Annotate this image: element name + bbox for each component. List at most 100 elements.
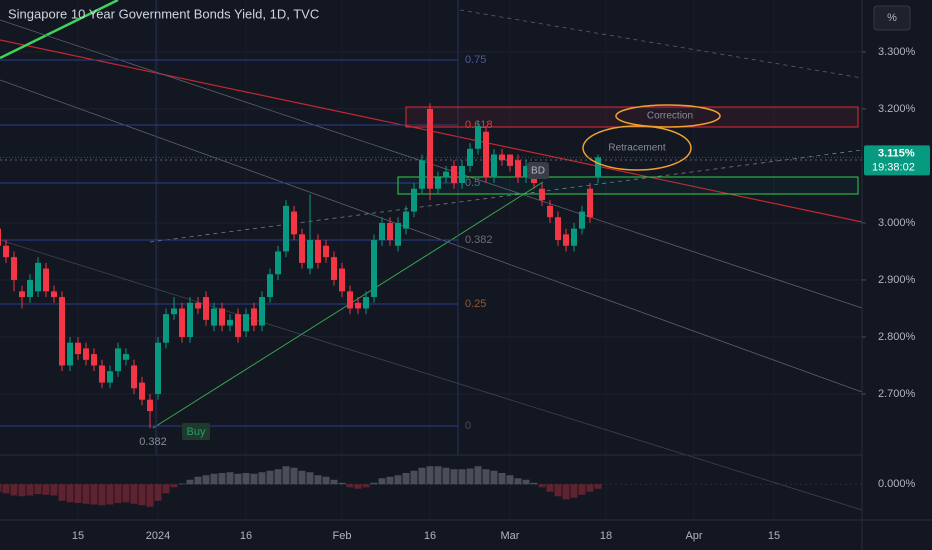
histogram-bar (114, 484, 122, 503)
annotation-ellipse (615, 104, 721, 128)
histogram-bar (442, 467, 450, 485)
candle-body (0, 228, 1, 246)
candle-body (371, 240, 377, 298)
candle-body (123, 354, 129, 360)
histogram-bar (202, 475, 210, 485)
histogram-bar (242, 473, 250, 485)
annotation: Buy (187, 426, 206, 438)
candle-body (227, 319, 233, 326)
candle-body (11, 257, 17, 280)
histogram-bar (130, 484, 138, 504)
histogram-bar (586, 484, 594, 492)
histogram-bar (258, 472, 266, 485)
histogram-bar (218, 473, 226, 485)
trend-line (0, 0, 119, 60)
y-tick-label: 3.000% (878, 217, 916, 229)
candle-body (155, 342, 161, 394)
candle-body (571, 228, 577, 246)
candle-body (515, 160, 521, 178)
histogram-bar (354, 484, 362, 489)
histogram-bar (210, 473, 218, 485)
support-zone (397, 176, 859, 195)
histogram-bar (58, 484, 66, 501)
candle-body (115, 348, 121, 372)
fib-label: 0.5 (465, 177, 480, 189)
histogram-bar (26, 484, 34, 496)
candle-body (347, 291, 353, 309)
y-tick-label: 2.900% (878, 274, 916, 286)
histogram-bar (170, 484, 178, 488)
candle-body (19, 291, 25, 298)
last-price-box (864, 145, 930, 176)
histogram-bar (146, 484, 154, 507)
candle-body (443, 171, 449, 178)
histogram-bar (314, 475, 322, 485)
candle-body (379, 222, 385, 241)
histogram-bar (458, 469, 466, 485)
candle-body (411, 188, 417, 212)
unit-box (873, 5, 911, 31)
candle-body (291, 211, 297, 235)
annotation-ellipse (582, 125, 692, 171)
candle-body (107, 371, 113, 383)
candles (0, 103, 601, 429)
y-tick-label: 3.300% (878, 46, 916, 58)
histogram-bar (250, 473, 258, 485)
histogram-bar (74, 484, 82, 503)
histogram-bar (562, 484, 570, 500)
candle-body (323, 245, 329, 258)
x-tick-label: 18 (600, 530, 612, 542)
candle-body (483, 131, 489, 178)
histogram-bar (474, 466, 482, 485)
candle-body (523, 165, 529, 178)
histogram-bar (426, 466, 434, 485)
buy-badge (182, 423, 210, 440)
histogram-bar (322, 476, 330, 485)
histogram-bar (530, 482, 538, 485)
histogram-bar (514, 478, 522, 485)
candle-body (259, 297, 265, 326)
candle-body (195, 302, 201, 309)
candle-body (235, 314, 241, 337)
candle-body (491, 154, 497, 178)
histogram-bar (498, 473, 506, 485)
histogram-bar (274, 469, 282, 485)
y-tick-label: 0.000% (878, 478, 916, 490)
histogram-bar (0, 484, 2, 492)
candle-body (275, 251, 281, 275)
candle-body (171, 308, 177, 315)
histogram-bar (578, 484, 586, 495)
x-tick-label: Apr (685, 530, 702, 542)
candle-body (555, 217, 561, 241)
annotation: Correction (647, 111, 693, 122)
histogram-bar (18, 484, 26, 497)
candle-body (299, 234, 305, 263)
candle-body (35, 262, 41, 292)
candle-body (83, 348, 89, 360)
histogram-bar (410, 470, 418, 485)
candle-body (59, 297, 65, 366)
histogram-bar (338, 482, 346, 485)
histogram-bar (546, 484, 554, 492)
candle-body (139, 382, 145, 400)
candle-body (67, 342, 73, 366)
histogram-bar (186, 479, 194, 485)
histogram-bar (106, 484, 114, 505)
histogram-bar (82, 484, 90, 504)
histogram-bar (2, 484, 10, 494)
histogram-bar (90, 484, 98, 505)
fib-levels: 0.75 0.618 0.5 0.382 0.25 0 (0, 54, 493, 432)
candle-body (467, 148, 473, 166)
x-tick-label: 16 (424, 530, 436, 542)
candle-body (283, 205, 289, 252)
candle-body (91, 354, 97, 366)
fib-label: 0.382 (465, 234, 493, 246)
histogram-bar (178, 483, 186, 485)
histogram-bar (34, 484, 42, 494)
fib-label: 0.25 (465, 298, 486, 310)
histogram-bar (506, 475, 514, 485)
x-tick-label: 15 (768, 530, 780, 542)
histogram-bar (482, 469, 490, 485)
candle-body (499, 154, 505, 161)
